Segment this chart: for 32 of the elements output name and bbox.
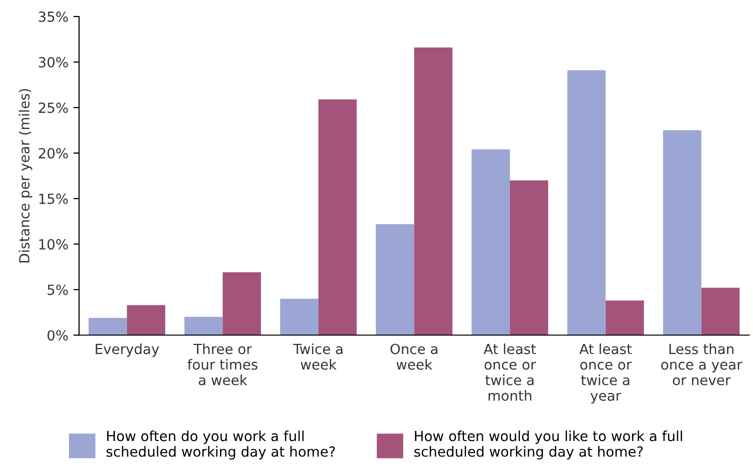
x-tick-label: Three or four times a week (188, 343, 258, 386)
bar (376, 224, 414, 336)
bar (472, 149, 510, 336)
bar (567, 70, 606, 336)
x-tick-label: Once a week (390, 344, 438, 370)
x-tick-label: Twice a week (293, 343, 342, 370)
y-tick-label: 30% (38, 57, 68, 68)
y-tick-label: 15% (39, 194, 68, 204)
x-tick-label: Less than once a year or never (661, 343, 742, 386)
bar (184, 316, 223, 336)
legend-label: How often do you work a full scheduled working day at home? (106, 430, 335, 460)
bar (280, 298, 318, 336)
legend-label: How often would you like to work a full scheduled working day at home? (414, 430, 682, 460)
bar (126, 305, 166, 336)
bar (414, 47, 452, 336)
x-tick-label: At least once or twice a year (579, 343, 632, 404)
y-tick-label: 35% (38, 11, 68, 22)
bar (701, 288, 740, 336)
x-tick-label: Everyday (96, 343, 160, 357)
y-tick-label: 5% (48, 284, 68, 296)
y-axis-title: Distance per year (miles) (18, 89, 32, 262)
y-tick-label: 10% (39, 239, 68, 250)
y-tick-label: 0% (48, 330, 68, 341)
y-tick-label: 20% (38, 148, 68, 159)
bar (510, 180, 548, 336)
bar (88, 318, 127, 336)
bar (318, 99, 357, 336)
x-tick-label: At least once or twice a month (484, 343, 536, 401)
y-tick-label: 25% (38, 102, 68, 114)
bar (606, 300, 644, 336)
bar (663, 130, 702, 336)
bar (222, 272, 261, 336)
